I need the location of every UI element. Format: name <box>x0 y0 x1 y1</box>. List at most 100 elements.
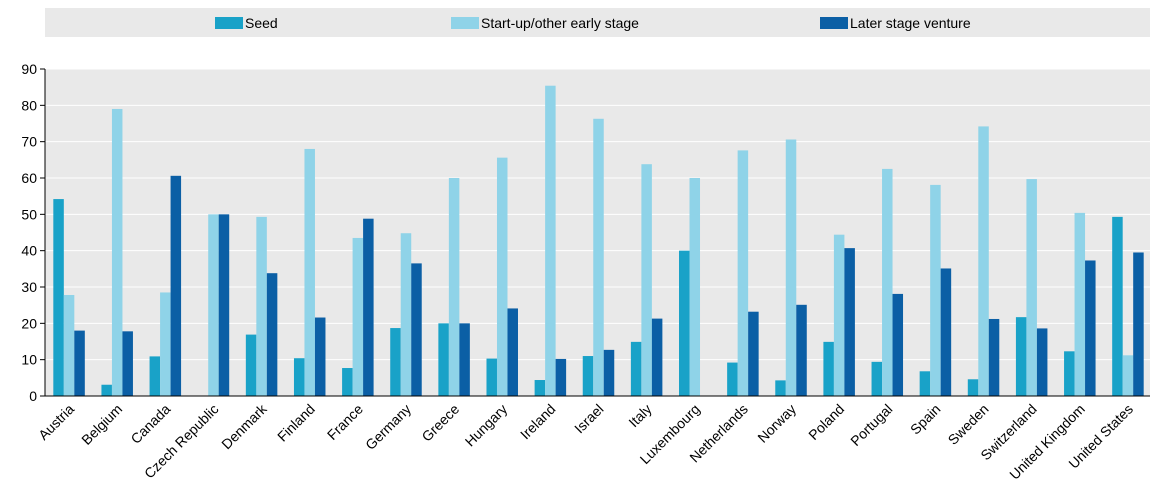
bar-start-up-other-early-stage <box>737 150 749 396</box>
bar-start-up-other-early-stage <box>160 292 171 396</box>
bar-seed <box>679 250 690 396</box>
legend-swatch-later <box>820 17 848 29</box>
bar-seed <box>727 362 738 396</box>
x-tick-label: Greece <box>418 401 462 445</box>
bar-seed <box>630 341 642 396</box>
bar-start-up-other-early-stage <box>304 148 315 396</box>
bar-start-up-other-early-stage <box>882 168 893 396</box>
bar-later-stage-venture <box>1036 328 1048 396</box>
y-tick-label: 70 <box>21 134 37 150</box>
bar-later-stage-venture <box>1133 252 1144 396</box>
bar-start-up-other-early-stage <box>352 237 364 396</box>
bar-start-up-other-early-stage <box>1026 179 1037 396</box>
y-tick-label: 40 <box>21 243 37 259</box>
y-tick-label: 20 <box>21 315 37 331</box>
x-tick-label: Canada <box>127 401 173 447</box>
bar-start-up-other-early-stage <box>689 178 701 396</box>
x-tick-label: Sweden <box>945 401 992 448</box>
bar-start-up-other-early-stage <box>833 234 845 396</box>
y-tick-label: 0 <box>29 388 37 404</box>
bar-seed <box>53 199 64 396</box>
bar-seed <box>823 341 834 396</box>
bar-later-stage-venture <box>411 263 422 396</box>
bar-later-stage-venture <box>459 323 470 396</box>
x-tick-label: Denmark <box>218 400 270 452</box>
legend-label-seed: Seed <box>245 15 278 31</box>
bar-later-stage-venture <box>651 318 663 396</box>
bar-start-up-other-early-stage <box>400 233 412 396</box>
bar-later-stage-venture <box>555 358 567 396</box>
bar-later-stage-venture <box>74 330 85 396</box>
bar-later-stage-venture <box>940 268 952 396</box>
bar-seed <box>149 356 161 396</box>
bar-seed <box>1015 317 1027 396</box>
x-tick-label: Italy <box>625 401 654 430</box>
x-tick-label: Ireland <box>517 401 559 443</box>
bar-later-stage-venture <box>170 175 182 396</box>
bar-seed <box>967 379 979 396</box>
bar-seed <box>486 358 497 396</box>
y-tick-label: 60 <box>21 170 37 186</box>
x-tick-label: Finland <box>274 401 318 445</box>
y-tick-label: 90 <box>21 61 37 77</box>
bar-start-up-other-early-stage <box>1122 355 1134 396</box>
x-tick-label: Hungary <box>462 401 511 450</box>
bar-later-stage-venture <box>218 214 230 396</box>
bar-later-stage-venture <box>314 317 326 396</box>
bar-seed <box>919 371 931 396</box>
x-tick-label: Israel <box>571 401 607 437</box>
bar-start-up-other-early-stage <box>256 216 267 396</box>
bar-later-stage-venture <box>363 218 374 396</box>
x-tick-label: Poland <box>805 401 847 443</box>
bar-later-stage-venture <box>266 273 278 396</box>
legend-item-startup: Start-up/other early stage <box>451 14 639 32</box>
y-tick-label: 30 <box>21 279 37 295</box>
bar-seed <box>390 328 401 396</box>
bar-start-up-other-early-stage <box>208 214 219 396</box>
x-tick-label: Portugal <box>847 401 895 449</box>
bar-seed <box>438 323 449 396</box>
legend-swatch-seed <box>215 17 243 29</box>
bar-start-up-other-early-stage <box>641 164 652 396</box>
bar-later-stage-venture <box>844 248 855 396</box>
bar-seed <box>342 368 353 396</box>
legend-item-seed: Seed <box>215 14 278 32</box>
bar-start-up-other-early-stage <box>785 139 797 396</box>
bar-later-stage-venture <box>892 293 904 396</box>
legend-label-startup: Start-up/other early stage <box>481 15 639 31</box>
bar-seed <box>1112 216 1123 396</box>
bar-start-up-other-early-stage <box>448 178 460 396</box>
bar-seed <box>582 356 594 396</box>
bar-start-up-other-early-stage <box>496 157 508 396</box>
bar-start-up-other-early-stage <box>545 85 556 397</box>
bar-start-up-other-early-stage <box>1074 212 1086 396</box>
bar-seed <box>245 334 257 396</box>
y-tick-label: 50 <box>21 206 37 222</box>
x-tick-label: Austria <box>35 401 77 443</box>
bar-seed <box>775 380 786 396</box>
x-tick-label: Spain <box>907 401 944 438</box>
legend-swatch-startup <box>451 17 479 29</box>
legend-label-later: Later stage venture <box>850 15 971 31</box>
bar-start-up-other-early-stage <box>111 108 123 396</box>
bar-later-stage-venture <box>748 311 759 396</box>
bar-later-stage-venture <box>122 331 133 396</box>
bar-start-up-other-early-stage <box>930 184 941 396</box>
bar-later-stage-venture <box>988 318 1000 396</box>
bar-seed <box>293 358 305 396</box>
bar-seed <box>871 361 883 396</box>
x-tick-label: Germany <box>362 401 414 453</box>
legend-item-later: Later stage venture <box>820 14 971 32</box>
x-tick-label: Norway <box>754 401 799 446</box>
bar-later-stage-venture <box>603 349 615 396</box>
bar-seed <box>101 384 112 396</box>
y-tick-label: 80 <box>21 97 37 113</box>
bar-later-stage-venture <box>796 304 807 396</box>
bar-seed <box>534 380 546 396</box>
y-tick-label: 10 <box>21 352 37 368</box>
bar-later-stage-venture <box>1085 260 1096 396</box>
bar-later-stage-venture <box>507 308 518 396</box>
bar-start-up-other-early-stage <box>593 118 604 396</box>
x-tick-label: France <box>324 401 366 443</box>
